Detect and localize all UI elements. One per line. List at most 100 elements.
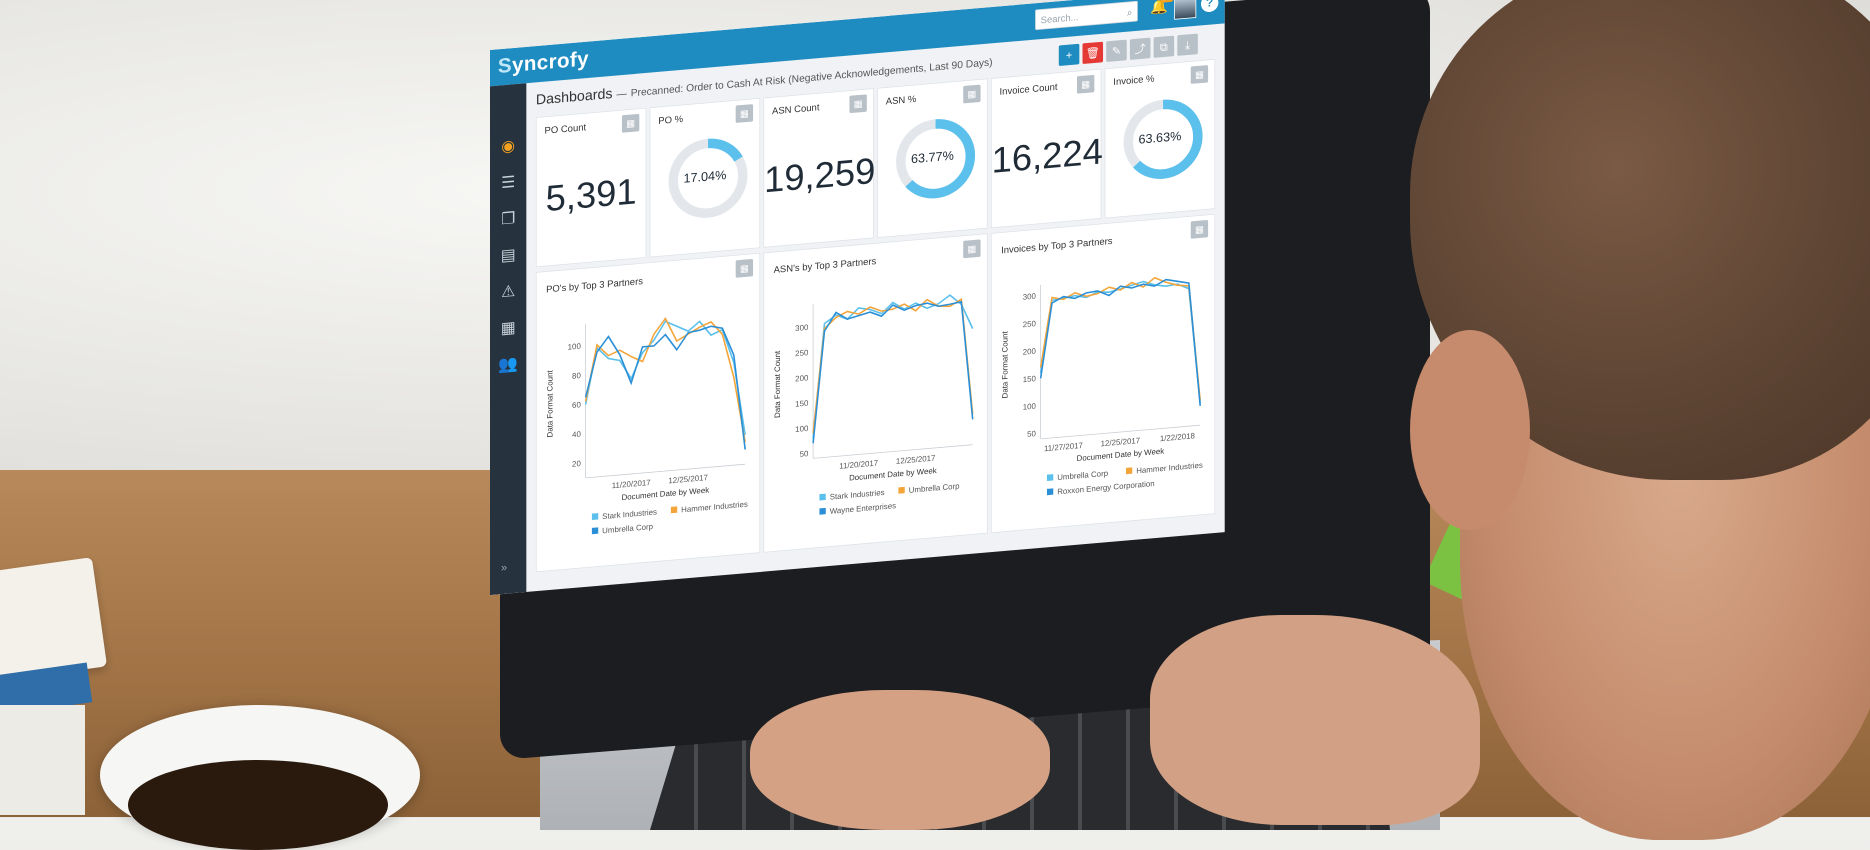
edit-button[interactable]: ✎ [1106,39,1127,62]
legend-swatch [670,506,678,514]
share-button[interactable]: ⤴ [1129,37,1151,60]
legend-label: Wayne Enterprises [830,501,896,516]
kpi-po-percent[interactable]: PO % ▦ 17.04% [649,97,761,258]
y-axis-title: Data Format Count [1000,330,1009,399]
search-input[interactable]: Search... ⌕ [1035,0,1138,31]
x-tick-label: 12/25/2017 [896,454,936,466]
calculator-icon[interactable]: ▦ [735,104,754,123]
legend-label: Hammer Industries [681,500,748,515]
kpi-title: PO % [658,113,684,127]
calculator-icon[interactable]: ▦ [621,113,640,133]
calculator-icon[interactable]: ▦ [735,258,754,278]
y-tick-label: 150 [1023,374,1037,384]
copy-button[interactable]: ⧉ [1153,35,1175,58]
legend-swatch [819,507,826,515]
chart-card-po[interactable]: PO's by Top 3 Partners 20 40 60 80 100 11/20/2… [535,252,761,573]
kpi-title: ASN Count [772,101,820,117]
legend-swatch [819,493,826,501]
export-button[interactable]: ⤓ [1177,33,1198,56]
series-line-umbrella-corp [812,297,974,434]
chart-card-invoice[interactable]: Invoices by Top 3 Partners 50 100 150 200 250… [990,213,1216,534]
avatar[interactable] [1174,0,1197,20]
x-axis-line [585,463,746,479]
sidebar-item-dashboard[interactable]: ◉ [490,131,526,163]
legend-label: Roxxon Energy Corporation [1057,479,1154,496]
laptop-screen: Syncrofy Search...⌕ 🔔11 ? + 🗑 ✎ ⤴ ⧉ ⤓ » ◉ ☰ ❐ ▤ ⚠… [490,0,1225,596]
y-tick-label: 200 [1023,347,1037,357]
dashboard-icon: ◉ [501,137,516,156]
legend-swatch [591,527,599,535]
trash-button[interactable]: 🗑 [1082,41,1104,64]
legend-label: Hammer Industries [1136,461,1203,476]
y-tick-label: 80 [572,371,581,381]
kpi-title: Invoice % [1113,72,1155,88]
syncrofy-logo[interactable]: Syncrofy [497,46,589,78]
x-tick-label: 11/27/2017 [1044,441,1083,453]
y-axis-title: Data Format Count [545,369,554,438]
kpi-asn-percent[interactable]: ASN % ▦ 63.77% [877,78,988,239]
y-tick-label: 100 [795,424,809,434]
legend-swatch [1125,467,1133,475]
donut-fill [896,119,976,199]
x-tick-label: 12/25/2017 [1101,436,1141,448]
kpi-value: 19,259 [764,149,876,201]
y-tick-label: 40 [572,430,581,440]
book-stack [0,557,108,815]
share-icon: ⤴ [1134,41,1146,56]
documents-icon: ❐ [501,209,516,229]
list-icon: ☰ [501,173,516,193]
calculator-icon[interactable]: ▦ [963,84,981,104]
po-partners-line-chart: PO's by Top 3 Partners 20 40 60 80 100 11/20/2… [545,276,748,535]
trash-icon: 🗑 [1085,45,1100,60]
kpi-value: 5,391 [545,170,637,220]
chart-card-asn[interactable]: ASN's by Top 3 Partners 50 100 150 200 250 300… [763,233,988,553]
sidebar-item-users[interactable]: 👥 [490,349,526,381]
sidebar-item-analytics[interactable]: ▦ [490,312,526,344]
legend-swatch [898,486,905,494]
y-tick-label: 200 [795,373,809,383]
series-line-umbrella-corp [584,325,746,450]
po-percent-donut [668,138,748,218]
calculator-icon[interactable]: ▦ [849,94,867,114]
series-line-stark-industries [812,294,974,439]
legend-label: Umbrella Corp [602,522,653,535]
calculator-icon[interactable]: ▦ [963,239,981,259]
kpi-title: Invoice Count [999,81,1058,98]
sidebar-item-folder[interactable]: ▤ [490,240,526,272]
legend-swatch [1046,474,1054,481]
sidebar-item-alert[interactable]: ⚠ [490,276,526,308]
series-line-roxxon-energy-corporation [1039,278,1201,407]
calculator-icon[interactable]: ▦ [1076,74,1095,94]
donut-fill [1123,99,1203,179]
kpi-asn-count[interactable]: ASN Count ▦ 19,259 [763,88,876,248]
edit-icon: ✎ [1111,44,1122,58]
series-line-hammer-industries [584,316,746,443]
kpi-invoice-percent[interactable]: Invoice % ▦ 63.63% [1104,58,1216,219]
expand-sidebar-button[interactable]: » [501,560,508,574]
calculator-icon[interactable]: ▦ [1190,65,1209,84]
folder-icon: ▤ [500,246,516,265]
kpi-value: 16,224 [991,130,1103,181]
coffee [128,760,388,850]
series-line-stark-industries [584,320,746,436]
y-tick-label: 300 [795,323,809,333]
help-button[interactable]: ? [1201,0,1219,13]
y-tick-label: 100 [568,342,582,352]
y-tick-label: 250 [1023,319,1037,329]
x-tick-label: 12/25/2017 [668,473,708,485]
chart-title: PO's by Top 3 Partners [546,276,643,295]
copy-icon: ⧉ [1159,40,1168,54]
search-icon[interactable]: ⌕ [1126,6,1133,19]
legend-label: Stark Industries [830,488,885,502]
notification-button[interactable]: 🔔11 [1150,0,1174,19]
chart-title: ASN's by Top 3 Partners [774,256,877,276]
plus-button[interactable]: + [1058,43,1080,67]
calculator-icon[interactable]: ▦ [1190,219,1209,239]
sidebar-item-list[interactable]: ☰ [490,167,526,199]
asn-partners-line-chart: ASN's by Top 3 Partners 50 100 150 200 250 300… [773,256,974,516]
legend-label: Umbrella Corp [909,481,960,494]
legend-swatch [1046,488,1054,496]
kpi-invoice-count[interactable]: Invoice Count ▦ 16,224 [990,68,1103,229]
kpi-po-count[interactable]: PO Count ▦ 5,391 [535,107,647,268]
sidebar-item-documents[interactable]: ❐ [490,203,526,235]
